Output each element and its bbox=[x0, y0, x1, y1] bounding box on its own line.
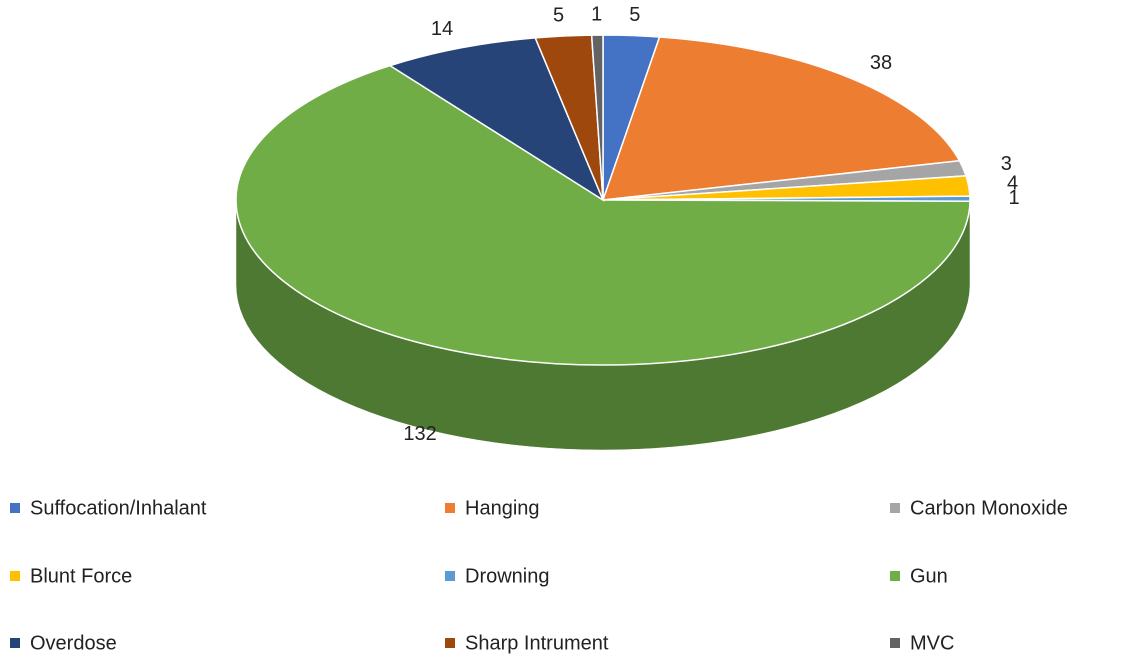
pie-slice bbox=[388, 37, 605, 202]
legend-swatch bbox=[10, 571, 20, 581]
legend-label: Blunt Force bbox=[30, 565, 132, 587]
legend-label: MVC bbox=[910, 632, 954, 654]
legend-label: Overdose bbox=[30, 632, 117, 654]
data-label: 132 bbox=[403, 423, 436, 445]
data-label: 3 bbox=[1001, 153, 1012, 175]
legend-swatch bbox=[890, 638, 900, 648]
data-label: 1 bbox=[1008, 187, 1019, 209]
data-label: 5 bbox=[629, 4, 640, 26]
legend-swatch bbox=[10, 503, 20, 513]
legend-swatch bbox=[890, 503, 900, 513]
legend-label: Drowning bbox=[465, 565, 549, 587]
legend-label: Gun bbox=[910, 565, 948, 587]
legend-label: Sharp Intrument bbox=[465, 632, 609, 654]
data-label: 4 bbox=[1007, 173, 1018, 195]
legend-label: Carbon Monoxide bbox=[910, 497, 1068, 519]
pie-slice bbox=[590, 34, 604, 201]
legend-swatch bbox=[445, 638, 455, 648]
pie-slice bbox=[235, 64, 971, 366]
legend-label: Suffocation/Inhalant bbox=[30, 497, 207, 519]
pie-slice bbox=[601, 36, 961, 201]
legend-label: Hanging bbox=[465, 497, 540, 519]
legend-swatch bbox=[10, 638, 20, 648]
data-label: 1 bbox=[591, 4, 602, 26]
data-label: 38 bbox=[870, 52, 892, 74]
legend-swatch bbox=[445, 571, 455, 581]
legend-swatch bbox=[445, 503, 455, 513]
data-label: 14 bbox=[431, 18, 453, 40]
data-label: 5 bbox=[553, 5, 564, 27]
legend-swatch bbox=[890, 571, 900, 581]
